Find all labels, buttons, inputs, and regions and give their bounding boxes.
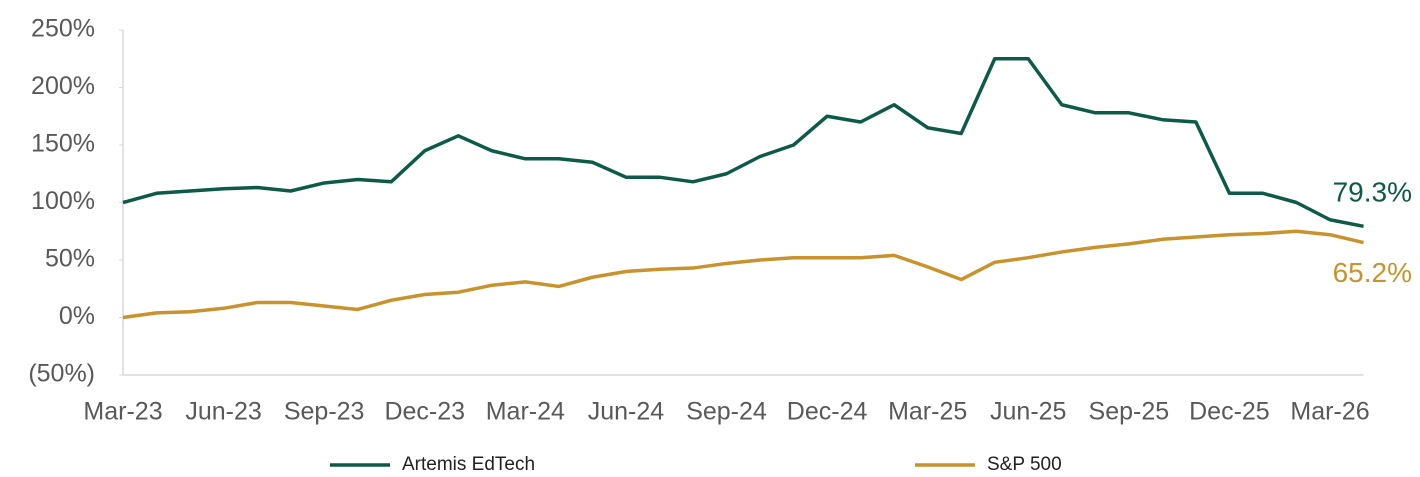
y-tick-label: 100% — [31, 187, 95, 215]
end-label: 65.2% — [1333, 257, 1412, 288]
x-tick-label: Jun-23 — [185, 398, 261, 426]
end-label: 79.3% — [1333, 177, 1412, 208]
y-tick-label: 0% — [59, 302, 95, 330]
legend-label: S&P 500 — [987, 454, 1062, 475]
legend-label: Artemis EdTech — [402, 454, 535, 475]
x-tick-label: Sep-25 — [1089, 398, 1170, 426]
series-line — [122, 229, 1364, 320]
x-tick-label: Mar-25 — [888, 398, 967, 426]
y-tick-label: 200% — [31, 72, 95, 100]
x-tick-label: Jun-24 — [588, 398, 665, 426]
series-line — [122, 57, 1364, 229]
x-tick-label: Jun-25 — [990, 398, 1066, 426]
x-tick-label: Sep-23 — [284, 398, 365, 426]
x-tick-label: Sep-24 — [686, 398, 767, 426]
x-tick-label: Mar-26 — [1290, 398, 1369, 426]
x-tick-label: Dec-24 — [787, 398, 868, 426]
y-tick-label: (50%) — [28, 360, 95, 388]
x-tick-label: Mar-24 — [486, 398, 565, 426]
y-tick-label: 250% — [31, 15, 95, 43]
x-tick-label: Mar-23 — [83, 398, 162, 426]
x-tick-label: Dec-25 — [1189, 398, 1270, 426]
y-tick-label: 50% — [45, 245, 95, 273]
x-tick-label: Dec-23 — [384, 398, 465, 426]
y-tick-label: 150% — [31, 130, 95, 158]
